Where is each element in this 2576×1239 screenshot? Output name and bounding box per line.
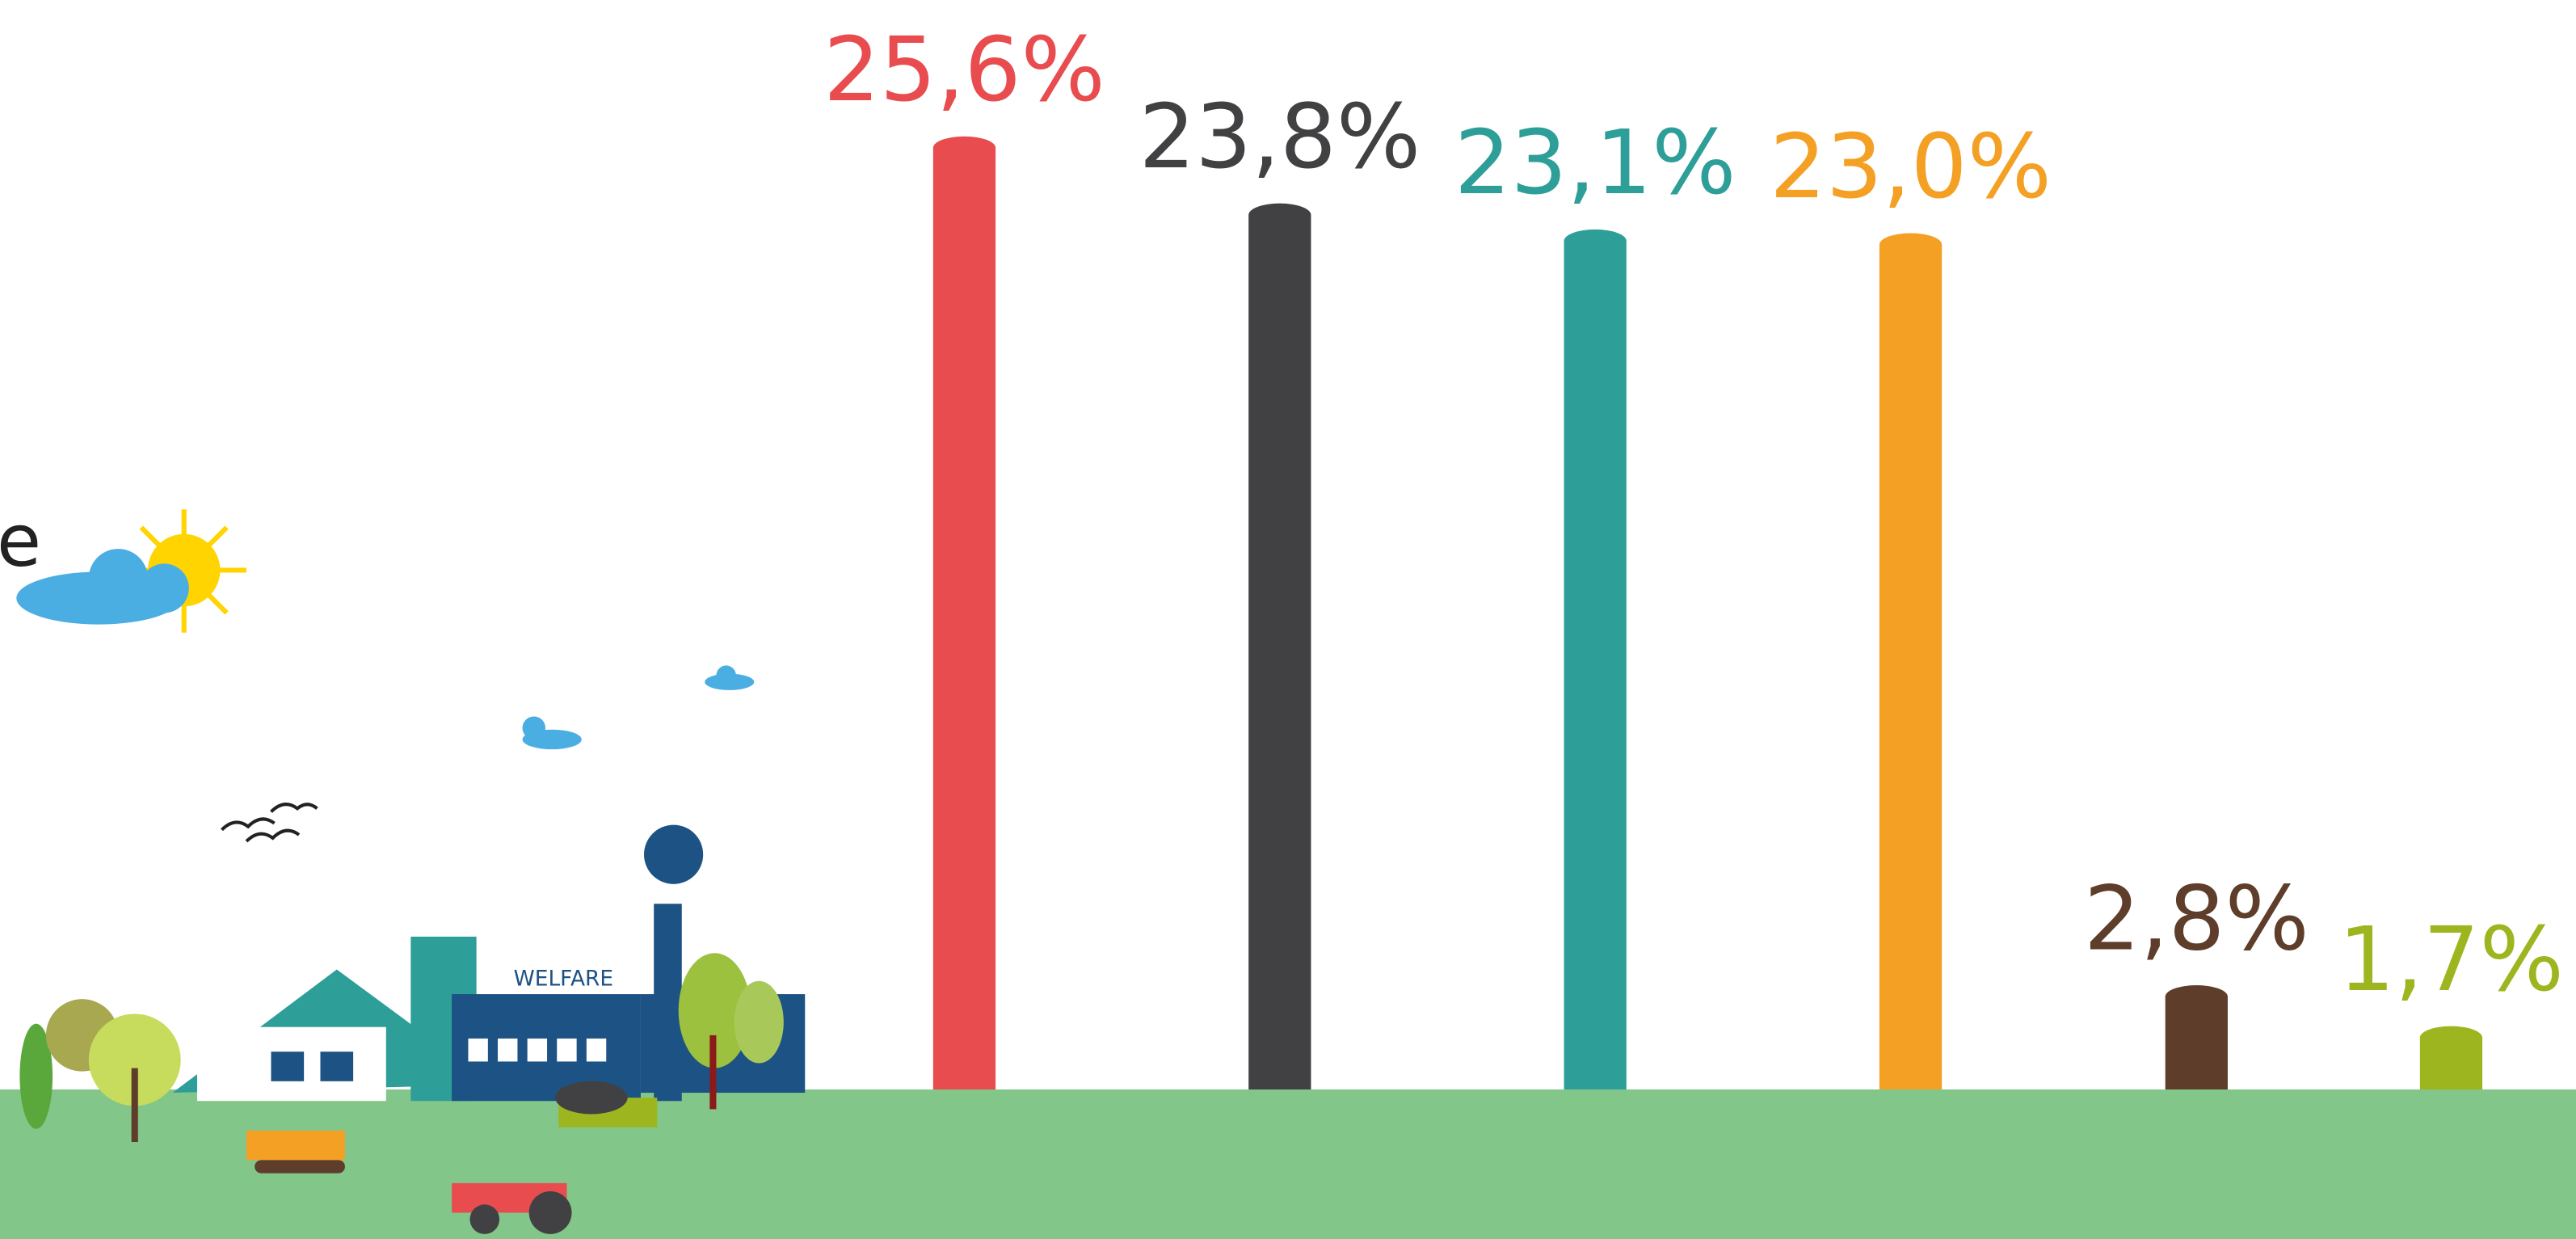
bar — [2165, 985, 2228, 1089]
ground — [0, 1089, 2576, 1239]
clouds — [16, 549, 755, 750]
bar — [1248, 203, 1311, 1089]
vehicles — [246, 1081, 658, 1234]
bar — [932, 136, 996, 1089]
value-label: 23,0% — [1770, 115, 2052, 218]
value-label: 25,6% — [823, 18, 1105, 121]
bar — [2419, 1026, 2483, 1089]
cropped-text: e — [0, 499, 41, 583]
bar — [1879, 233, 1943, 1089]
value-label: 23,8% — [1139, 85, 1421, 188]
value-label: 1,7% — [2338, 908, 2564, 1011]
factory-sign: WELFARE — [514, 966, 613, 991]
birds — [221, 803, 318, 843]
trees — [19, 953, 784, 1143]
value-label: 2,8% — [2084, 866, 2309, 970]
factory: WELFARE — [172, 824, 806, 1102]
bar — [1564, 229, 1627, 1089]
value-label: 23,1% — [1454, 111, 1736, 214]
